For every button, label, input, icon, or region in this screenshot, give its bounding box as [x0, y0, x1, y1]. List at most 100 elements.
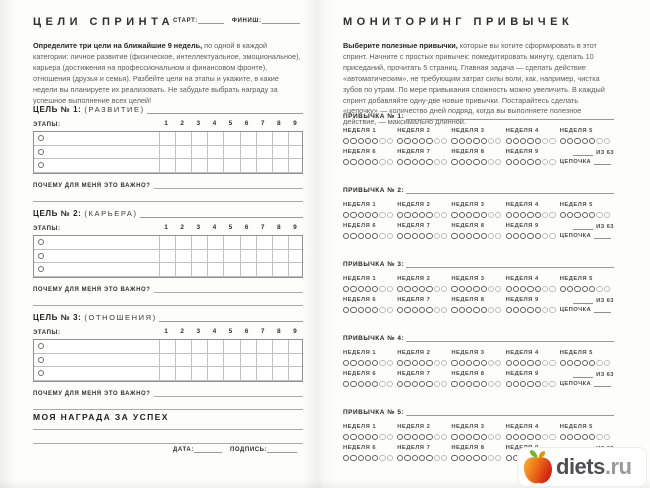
- habit-name-field[interactable]: [406, 410, 614, 416]
- chain-field[interactable]: [594, 160, 611, 165]
- day-circle[interactable]: [581, 359, 588, 367]
- day-circle[interactable]: [603, 359, 610, 367]
- day-circle[interactable]: [495, 359, 502, 367]
- week-grid-cell[interactable]: [175, 236, 191, 277]
- why-important-field-line-2[interactable]: [33, 189, 303, 202]
- day-circle[interactable]: [542, 285, 549, 293]
- day-circle[interactable]: [542, 137, 549, 145]
- habit-name-field[interactable]: [406, 336, 614, 342]
- day-circle[interactable]: [512, 211, 520, 219]
- diets-ru-logo[interactable]: diets.ru: [517, 447, 647, 487]
- day-circle[interactable]: [386, 306, 394, 314]
- day-circle[interactable]: [567, 137, 574, 145]
- week-grid-cell[interactable]: [223, 236, 239, 277]
- day-circle[interactable]: [520, 359, 527, 367]
- day-circle[interactable]: [372, 285, 379, 293]
- day-circle[interactable]: [549, 158, 556, 166]
- stage-row[interactable]: [34, 132, 302, 146]
- week-grid-cell[interactable]: [175, 132, 191, 173]
- day-circle[interactable]: [379, 285, 386, 293]
- day-circle[interactable]: [567, 359, 574, 367]
- day-circle[interactable]: [379, 232, 386, 240]
- day-circle[interactable]: [451, 359, 458, 367]
- day-circle[interactable]: [588, 359, 596, 367]
- week-grid-cell[interactable]: [239, 340, 256, 381]
- finish-field[interactable]: [261, 17, 300, 24]
- day-circle[interactable]: [596, 285, 603, 293]
- why-important-field-line-2[interactable]: [33, 397, 303, 410]
- day-circle[interactable]: [364, 285, 372, 293]
- goal-title-field[interactable]: [158, 314, 303, 322]
- day-circle[interactable]: [343, 211, 350, 219]
- day-circle[interactable]: [512, 285, 520, 293]
- week-grid-cell[interactable]: [191, 236, 207, 277]
- day-circle[interactable]: [350, 454, 357, 462]
- week-grid-cell[interactable]: [239, 132, 256, 173]
- stage-bullet-circle[interactable]: [38, 356, 44, 363]
- day-circle[interactable]: [364, 454, 372, 462]
- day-circle[interactable]: [372, 158, 379, 166]
- day-circle[interactable]: [397, 433, 404, 441]
- day-circle[interactable]: [350, 359, 357, 367]
- signature-field[interactable]: [267, 446, 298, 453]
- day-circle[interactable]: [357, 137, 364, 145]
- day-circle[interactable]: [505, 137, 512, 145]
- day-circle[interactable]: [350, 137, 357, 145]
- day-circle[interactable]: [542, 158, 549, 166]
- day-circle[interactable]: [465, 232, 473, 240]
- day-circle[interactable]: [451, 137, 458, 145]
- day-circle[interactable]: [596, 359, 603, 367]
- week-grid-cell[interactable]: [255, 340, 272, 381]
- day-circle[interactable]: [386, 232, 394, 240]
- day-circle[interactable]: [520, 306, 527, 314]
- stage-bullet-circle[interactable]: [38, 370, 44, 377]
- day-circle[interactable]: [512, 137, 520, 145]
- day-circle[interactable]: [440, 359, 448, 367]
- day-circle[interactable]: [465, 380, 473, 388]
- day-circle[interactable]: [542, 232, 549, 240]
- week-grid-cell[interactable]: [287, 132, 304, 173]
- day-circle[interactable]: [505, 380, 512, 388]
- why-important-field-line-1[interactable]: [153, 390, 303, 397]
- day-circle[interactable]: [458, 306, 465, 314]
- day-circle[interactable]: [440, 454, 448, 462]
- day-circle[interactable]: [458, 137, 465, 145]
- day-circle[interactable]: [559, 137, 567, 145]
- day-circle[interactable]: [397, 380, 404, 388]
- day-circle[interactable]: [549, 380, 556, 388]
- week-grid-cell[interactable]: [271, 132, 288, 173]
- day-circle[interactable]: [404, 285, 411, 293]
- day-circle[interactable]: [458, 380, 465, 388]
- day-circle[interactable]: [411, 306, 419, 314]
- day-circle[interactable]: [343, 137, 350, 145]
- day-circle[interactable]: [542, 306, 549, 314]
- day-circle[interactable]: [527, 433, 534, 441]
- day-circle[interactable]: [419, 433, 426, 441]
- day-circle[interactable]: [588, 211, 596, 219]
- day-circle[interactable]: [350, 232, 357, 240]
- day-circle[interactable]: [386, 285, 394, 293]
- week-grid-cell[interactable]: [223, 132, 239, 173]
- day-circle[interactable]: [350, 158, 357, 166]
- day-circle[interactable]: [495, 137, 502, 145]
- stage-row[interactable]: [34, 236, 302, 250]
- day-circle[interactable]: [549, 433, 556, 441]
- day-circle[interactable]: [534, 359, 542, 367]
- day-circle[interactable]: [487, 433, 495, 441]
- day-circle[interactable]: [480, 433, 487, 441]
- day-circle[interactable]: [386, 158, 394, 166]
- day-circle[interactable]: [458, 359, 465, 367]
- chain-field[interactable]: [594, 234, 611, 239]
- day-circle[interactable]: [480, 137, 487, 145]
- day-circle[interactable]: [411, 211, 419, 219]
- day-circle[interactable]: [451, 232, 458, 240]
- day-circle[interactable]: [495, 306, 502, 314]
- stage-bullet-circle[interactable]: [38, 266, 44, 273]
- day-circle[interactable]: [581, 433, 588, 441]
- day-circle[interactable]: [350, 433, 357, 441]
- day-circle[interactable]: [567, 285, 574, 293]
- week-grid-cell[interactable]: [207, 236, 223, 277]
- reward-field-line-1[interactable]: [33, 422, 303, 430]
- day-circle[interactable]: [588, 285, 596, 293]
- day-circle[interactable]: [426, 380, 433, 388]
